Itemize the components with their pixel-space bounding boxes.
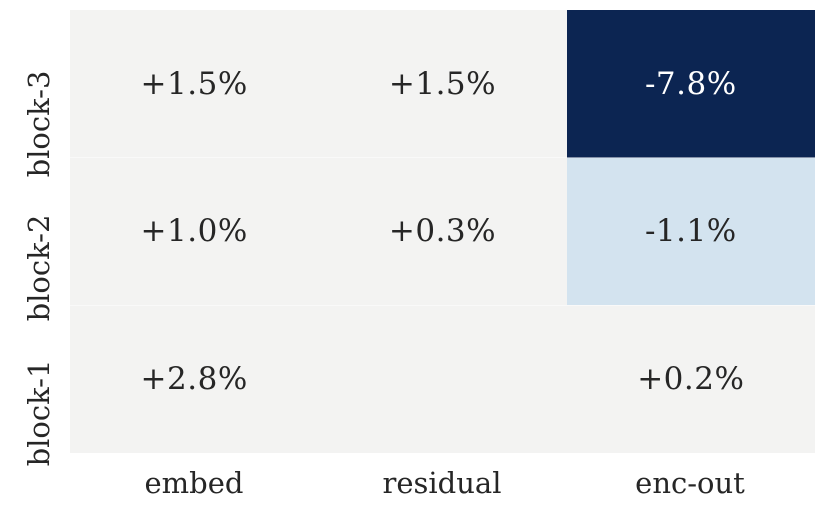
heatmap-cell-block-3-residual: +1.5% <box>318 10 567 158</box>
heatmap-cell-block-1-embed: +2.8% <box>70 305 319 453</box>
heatmap-cell-block-3-embed: +1.5% <box>70 10 319 158</box>
heatmap-cell-block-2-enc-out: -1.1% <box>566 157 815 306</box>
x-tick-label-embed: embed <box>144 466 244 500</box>
y-tick-label-block-1: block-1 <box>22 359 56 467</box>
x-tick-label-enc-out: enc-out <box>635 466 745 500</box>
x-tick-label-residual: residual <box>382 466 502 500</box>
y-tick-label-block-2: block-2 <box>22 214 56 322</box>
heatmap-cell-block-1-enc-out: +0.2% <box>566 305 815 453</box>
heatmap-plot: +1.5% +1.5% -7.8% +1.0% +0.3% -1.1% +2.8… <box>70 10 815 453</box>
heatmap-cell-block-2-residual: +0.3% <box>318 157 567 306</box>
y-tick-label-block-3: block-3 <box>22 70 56 178</box>
heatmap-cell-block-1-residual <box>318 305 567 453</box>
heatmap-cell-block-3-enc-out: -7.8% <box>566 10 815 158</box>
heatmap-cell-block-2-embed: +1.0% <box>70 157 319 306</box>
